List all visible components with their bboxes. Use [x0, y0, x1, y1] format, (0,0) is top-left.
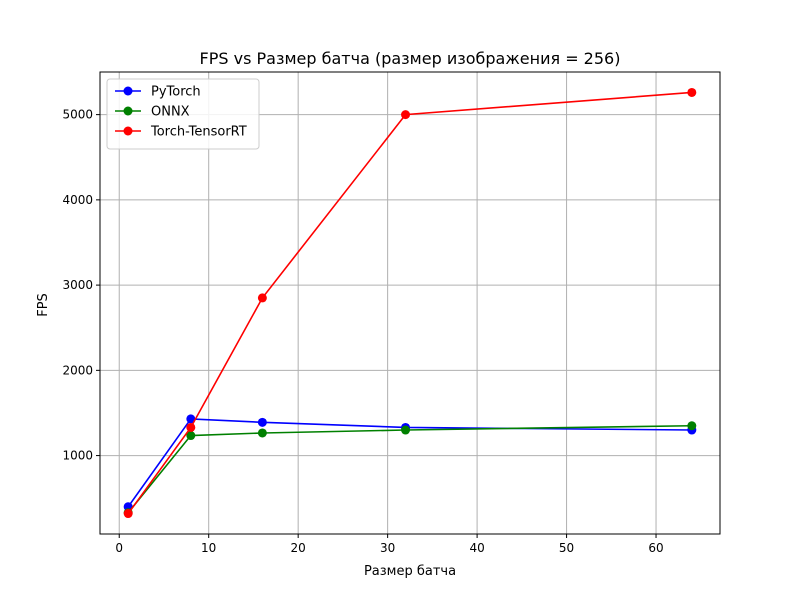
- x-tick-label: 0: [115, 541, 123, 555]
- data-point: [687, 87, 697, 97]
- y-axis-ticks: 1000 2000 3000 4000 5000: [62, 108, 100, 463]
- legend-box: [106, 78, 260, 150]
- y-tick-label: 4000: [62, 193, 93, 207]
- legend-item: PyTorch: [115, 85, 201, 100]
- x-axis-label: Размер батча: [364, 564, 456, 579]
- data-point: [257, 417, 267, 427]
- data-point: [186, 414, 196, 424]
- y-tick-label: 1000: [62, 449, 93, 463]
- data-point: [257, 293, 267, 303]
- legend-swatch-marker: [123, 86, 133, 96]
- data-point: [186, 422, 196, 432]
- legend-swatch-marker: [123, 106, 133, 116]
- legend-label: ONNX: [151, 105, 190, 120]
- x-tick-label: 10: [201, 541, 216, 555]
- x-tick-label: 40: [469, 541, 484, 555]
- legend: PyTorch ONNX Torch-TensorRT: [106, 78, 260, 150]
- y-tick-label: 3000: [62, 278, 93, 292]
- x-tick-label: 30: [380, 541, 395, 555]
- gridlines: [100, 72, 720, 534]
- series-torch-tensorrt: [123, 87, 697, 519]
- x-tick-label: 20: [291, 541, 306, 555]
- y-axis-label: FPS: [36, 293, 51, 317]
- series-layer: [123, 87, 697, 519]
- x-tick-label: 60: [648, 541, 663, 555]
- legend-label: Torch-TensorRT: [150, 125, 247, 140]
- data-point: [257, 428, 267, 438]
- data-point: [401, 425, 411, 435]
- y-tick-label: 2000: [62, 363, 93, 377]
- y-tick-label: 5000: [62, 108, 93, 122]
- data-point: [687, 421, 697, 431]
- chart-title: FPS vs Размер батча (размер изображения …: [200, 49, 621, 68]
- data-point: [186, 431, 196, 441]
- data-point: [401, 110, 411, 120]
- legend-item: ONNX: [115, 105, 190, 120]
- legend-swatch-marker: [123, 126, 133, 136]
- legend-label: PyTorch: [151, 85, 201, 100]
- legend-item: Torch-TensorRT: [115, 125, 247, 140]
- plot-frame: [99, 71, 721, 535]
- data-point: [123, 509, 133, 519]
- x-axis-ticks: 0 10 20 30 40 50 60: [115, 534, 664, 555]
- x-tick-label: 50: [559, 541, 574, 555]
